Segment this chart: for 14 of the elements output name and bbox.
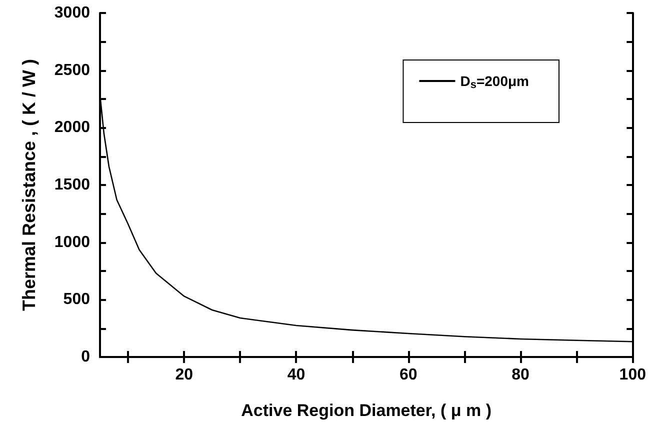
x-tick-label: 80 [512,366,530,384]
y-tick-label: 1000 [54,234,90,251]
x-tick-label: 60 [399,366,418,384]
x-tick-label: 20 [175,366,194,384]
y-tick-label: 2000 [54,119,90,136]
x-tick-label: 100 [619,366,646,384]
y-tick-label: 500 [63,291,90,308]
x-axis-title: Active Region Diameter, ( μ m ) [241,401,492,420]
y-tick-label: 2500 [54,62,90,79]
x-tick-label: 40 [287,366,306,384]
y-tick-label: 1500 [54,176,90,194]
y-tick-label: 3000 [54,4,90,22]
y-axis-title: Thermal Resistance , ( K / W ) [19,58,39,312]
y-tick-label: 0 [81,348,90,366]
